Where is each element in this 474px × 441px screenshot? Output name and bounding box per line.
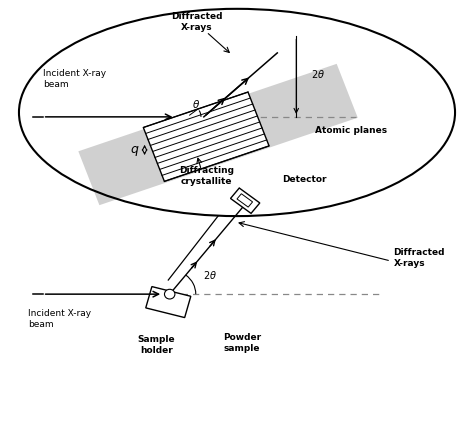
Text: Powder
sample: Powder sample — [223, 333, 261, 353]
Polygon shape — [78, 64, 358, 205]
Text: $2\theta$: $2\theta$ — [203, 269, 217, 281]
Text: q: q — [130, 143, 138, 157]
Text: $\theta$: $\theta$ — [191, 97, 200, 110]
Text: Incident X-ray
beam: Incident X-ray beam — [43, 69, 106, 90]
Ellipse shape — [19, 9, 455, 216]
Circle shape — [164, 289, 175, 299]
Polygon shape — [237, 194, 253, 207]
Text: Diffracting
crystallite: Diffracting crystallite — [179, 166, 234, 187]
Text: Diffracted
X-rays: Diffracted X-rays — [171, 12, 222, 32]
Polygon shape — [146, 287, 191, 318]
Text: $2\theta$: $2\theta$ — [311, 68, 326, 80]
Text: Diffracted
X-rays: Diffracted X-rays — [393, 248, 445, 268]
Text: Detector: Detector — [282, 175, 326, 183]
Text: Incident X-ray
beam: Incident X-ray beam — [28, 309, 91, 329]
Polygon shape — [230, 188, 260, 213]
Text: Atomic planes: Atomic planes — [315, 126, 387, 135]
Polygon shape — [143, 92, 269, 181]
Text: Sample
holder: Sample holder — [137, 335, 175, 355]
